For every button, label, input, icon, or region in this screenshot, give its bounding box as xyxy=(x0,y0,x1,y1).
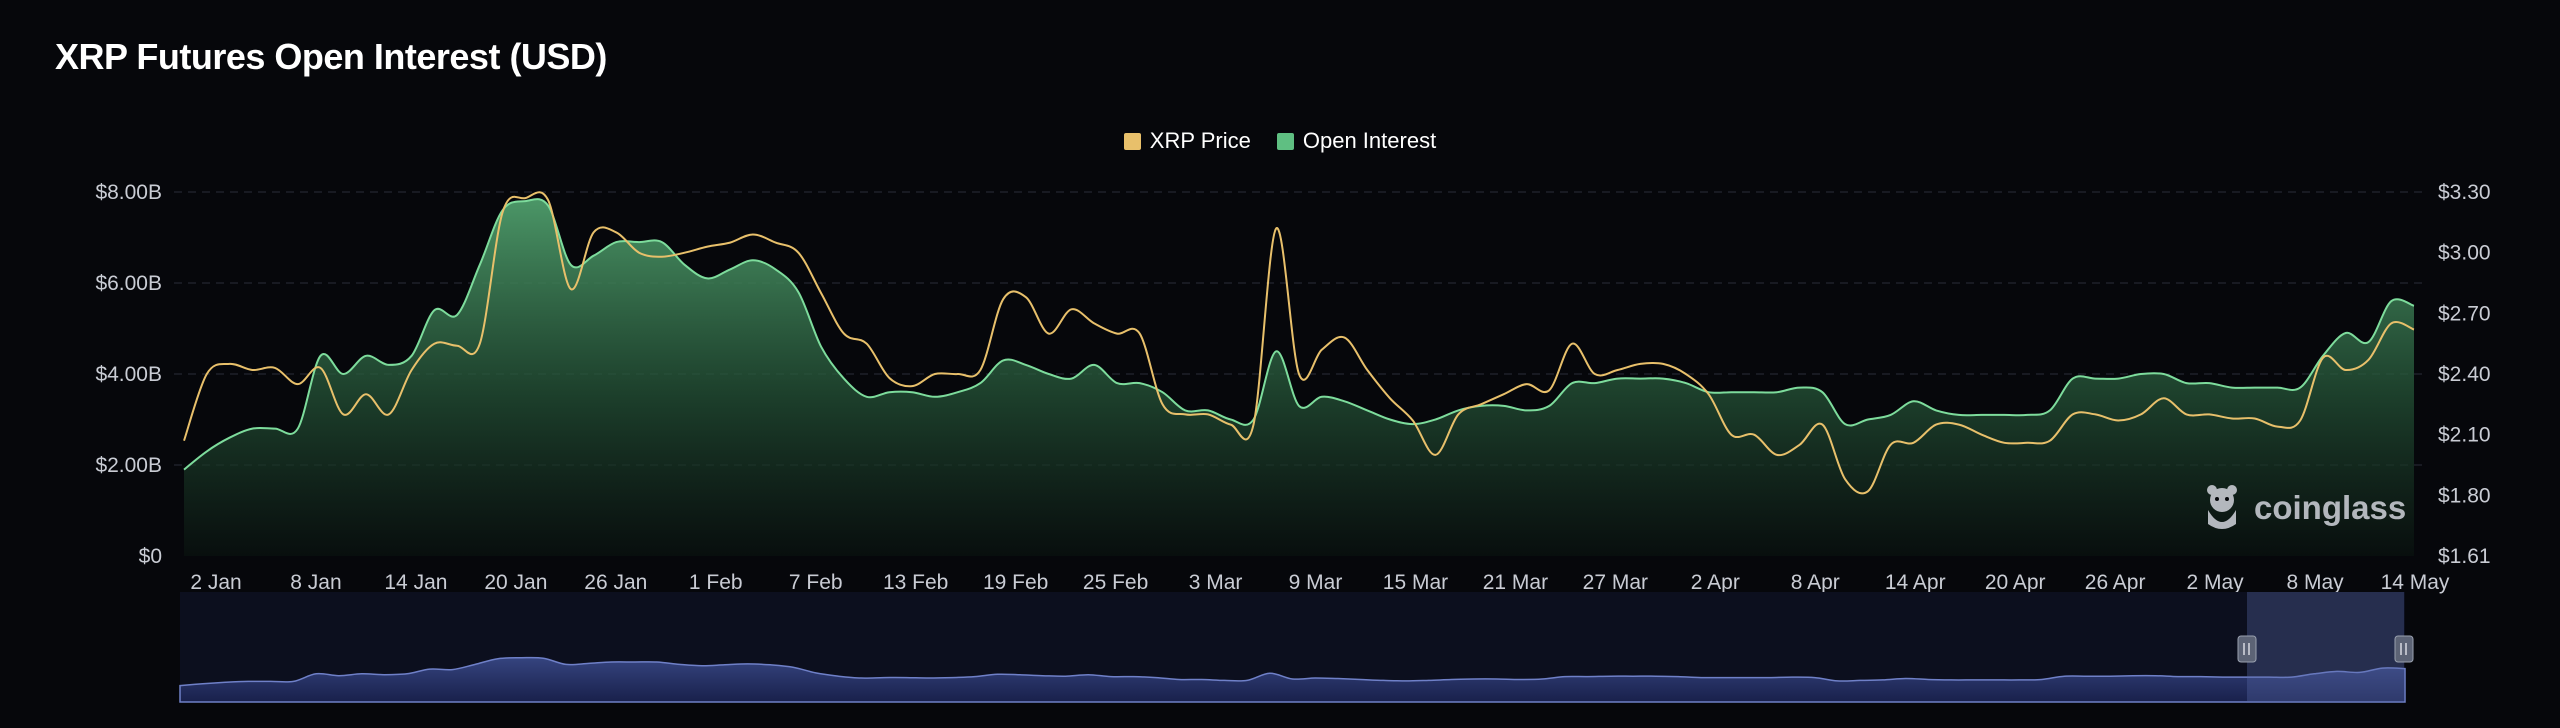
navigator-handle-left[interactable] xyxy=(2237,635,2257,663)
y-axis-left: $0 $2.00B $4.00B $6.00B $8.00B xyxy=(95,181,162,568)
navigator-selected-range[interactable] xyxy=(2247,592,2404,702)
x-tick-label: 25 Feb xyxy=(1083,571,1148,594)
y-right-tick-label: $3.00 xyxy=(2438,242,2491,265)
legend-label-price: XRP Price xyxy=(1149,128,1251,153)
x-tick-label: 9 Mar xyxy=(1289,571,1343,594)
legend-item-open-interest[interactable]: Open Interest xyxy=(1276,128,1437,154)
x-tick-label: 13 Feb xyxy=(883,571,948,594)
y-right-tick-label: $1.61 xyxy=(2438,545,2491,568)
y-right-tick-label: $2.70 xyxy=(2438,302,2491,325)
x-tick-label: 14 Jan xyxy=(384,571,447,594)
watermark-text: coinglass xyxy=(2254,489,2407,526)
x-tick-label: 15 Mar xyxy=(1383,571,1448,594)
y-axis-right: $1.61 $1.80 $2.10 $2.40 $2.70 $3.00 $3.30 xyxy=(2438,181,2491,568)
x-tick-label: 20 Apr xyxy=(1985,571,2046,594)
open-interest-area xyxy=(184,199,2414,557)
y-right-tick-label: $1.80 xyxy=(2438,484,2491,507)
legend-swatch-price xyxy=(1123,132,1141,150)
y-right-tick-label: $3.30 xyxy=(2438,181,2491,204)
x-tick-label: 8 May xyxy=(2286,571,2344,594)
xrp-price-line xyxy=(183,191,2415,495)
y-right-tick-label: $2.40 xyxy=(2438,363,2491,386)
x-tick-label: 26 Apr xyxy=(2085,571,2146,594)
coinglass-mascot-icon xyxy=(2207,485,2237,529)
x-tick-label: 21 Mar xyxy=(1483,571,1548,594)
legend-label-open-interest: Open Interest xyxy=(1302,128,1437,153)
coinglass-watermark: coinglass xyxy=(2200,484,2406,532)
x-tick-label: 8 Jan xyxy=(290,571,341,594)
y-left-tick-label: $2.00B xyxy=(95,454,162,477)
y-left-tick-label: $6.00B xyxy=(95,272,162,295)
chart-legend: XRP Price Open Interest xyxy=(0,128,2560,154)
x-tick-label: 7 Feb xyxy=(789,571,843,594)
x-tick-label: 2 May xyxy=(2186,571,2244,594)
x-tick-label: 26 Jan xyxy=(584,571,647,594)
x-tick-label: 8 Apr xyxy=(1791,571,1840,594)
x-tick-label: 3 Mar xyxy=(1189,571,1243,594)
range-navigator[interactable] xyxy=(179,592,2414,703)
x-tick-label: 19 Feb xyxy=(983,571,1048,594)
x-axis: 2 Jan 8 Jan 14 Jan 20 Jan 26 Jan 1 Feb 7 Feb 13… xyxy=(190,571,2450,594)
y-left-tick-label: $4.00B xyxy=(95,363,162,386)
x-tick-label: 2 Apr xyxy=(1691,571,1740,594)
x-tick-label: 14 Apr xyxy=(1885,571,1946,594)
legend-item-price[interactable]: XRP Price xyxy=(1123,128,1251,154)
y-left-tick-label: $8.00B xyxy=(95,181,162,204)
x-tick-label: 27 Mar xyxy=(1583,571,1648,594)
navigator-area xyxy=(179,656,2406,703)
x-tick-label: 1 Feb xyxy=(689,571,743,594)
legend-swatch-open-interest xyxy=(1276,132,1294,150)
x-tick-label: 2 Jan xyxy=(190,571,241,594)
y-right-tick-label: $2.10 xyxy=(2438,424,2491,447)
x-tick-label: 14 May xyxy=(2381,571,2450,594)
chart-title: XRP Futures Open Interest (USD) xyxy=(55,36,607,77)
y-left-tick-label: $0 xyxy=(139,545,162,568)
x-tick-label: 20 Jan xyxy=(484,571,547,594)
navigator-handle-right[interactable] xyxy=(2394,635,2414,663)
